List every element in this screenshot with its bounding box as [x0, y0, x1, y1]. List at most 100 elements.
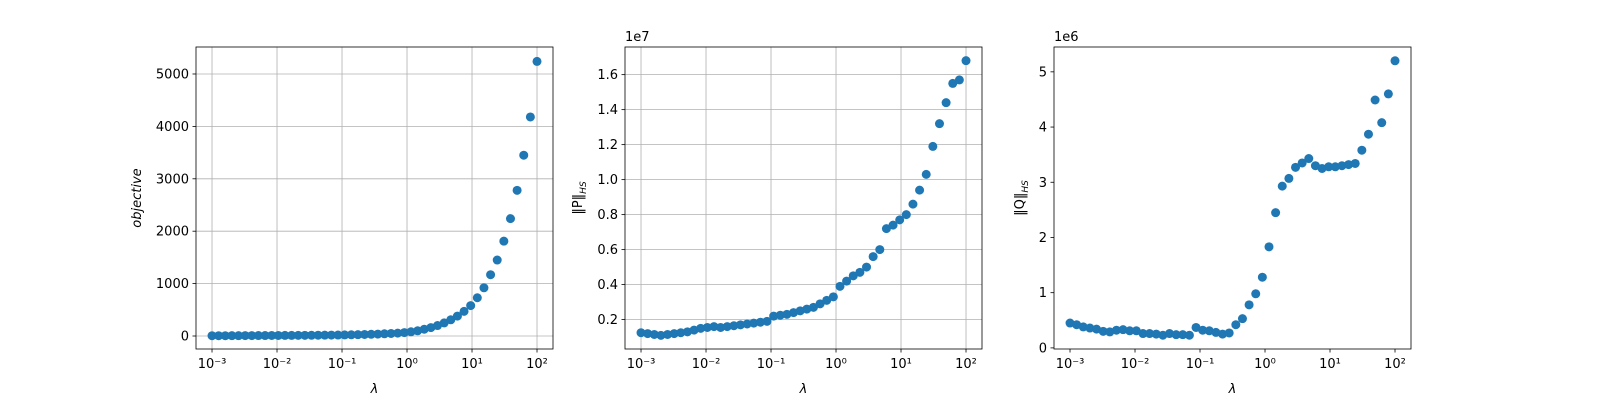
x-tick-label: 10⁻¹: [1186, 357, 1215, 372]
data-point: [1237, 314, 1247, 324]
data-point: [848, 271, 858, 281]
data-point: [240, 331, 250, 341]
y-tick-label: 5: [1039, 65, 1047, 80]
data-point: [1118, 325, 1128, 335]
data-point: [888, 220, 898, 230]
data-point: [736, 320, 746, 330]
data-point: [1151, 329, 1161, 339]
data-point: [1284, 173, 1294, 183]
data-point: [709, 322, 719, 332]
data-point: [379, 329, 389, 339]
data-point: [1337, 161, 1347, 171]
data-point: [247, 331, 257, 341]
data-point: [901, 210, 911, 220]
data-point: [207, 331, 217, 341]
data-point: [1291, 162, 1301, 172]
data-point: [326, 330, 336, 340]
data-point: [828, 292, 838, 302]
x-axis-label: λ: [799, 382, 808, 397]
data-point: [676, 328, 686, 338]
data-point: [1098, 326, 1108, 336]
y-axis-label: ‖Q‖HS: [1013, 180, 1031, 216]
x-tick-label: 10²: [526, 357, 548, 372]
data-point: [307, 330, 317, 340]
data-point: [373, 329, 383, 339]
data-point: [300, 330, 310, 340]
y-tick-label: 3000: [156, 172, 189, 187]
data-point: [1111, 325, 1121, 335]
data-point: [360, 329, 370, 339]
data-point: [742, 319, 752, 329]
x-tick-label: 10⁻³: [198, 357, 227, 372]
x-axis-label: λ: [1228, 382, 1237, 397]
y-axis-label: ‖P‖HS: [571, 181, 589, 215]
y-tick-label: 1.2: [597, 138, 618, 153]
data-point: [1138, 329, 1148, 339]
data-point: [669, 329, 679, 339]
data-point: [1171, 330, 1181, 340]
data-point: [393, 328, 403, 338]
subplot: 10⁻³ 10⁻² 10⁻¹ 10⁰ 10¹ 10² 0.2 0.4 0.6 0.8 1.0 1.2 1…: [571, 30, 983, 397]
axes-frame: [624, 46, 983, 350]
data-point: [855, 267, 865, 277]
data-point: [273, 330, 283, 340]
data-point: [934, 119, 944, 129]
data-point: [862, 262, 872, 272]
data-point: [649, 329, 659, 339]
data-point: [868, 252, 878, 262]
data-point: [954, 75, 964, 85]
data-point: [948, 78, 958, 88]
data-point: [1231, 320, 1241, 330]
data-point: [486, 270, 496, 280]
subplot: 10⁻³ 10⁻² 10⁻¹ 10⁰ 10¹ 10² 0 1000 2000 3000 4000 50…: [130, 46, 554, 397]
y-tick-label: 3: [1039, 176, 1047, 191]
offset-text: 1e7: [625, 30, 650, 45]
data-point: [293, 330, 303, 340]
data-point: [729, 321, 739, 331]
y-tick-label: 0: [181, 330, 189, 345]
data-point: [1277, 181, 1287, 191]
data-point: [915, 185, 925, 195]
data-point: [643, 329, 653, 339]
data-point: [459, 306, 469, 316]
data-point: [775, 310, 785, 320]
data-point: [1145, 329, 1155, 339]
x-tick-label: 10¹: [890, 357, 912, 372]
data-point: [287, 330, 297, 340]
y-tick-label: 1.6: [597, 68, 618, 83]
data-point: [716, 322, 726, 332]
data-point: [815, 299, 825, 309]
data-point: [1244, 300, 1254, 310]
data-point: [512, 185, 522, 195]
x-tick-label: 10¹: [1319, 357, 1341, 372]
data-point: [253, 331, 263, 341]
subplot: 10⁻³ 10⁻² 10⁻¹ 10⁰ 10¹ 10² 0 1 2 3 4 5 λ ‖Q‖HS 1e6: [1013, 30, 1412, 397]
data-point: [1383, 89, 1393, 99]
y-tick-label: 4: [1039, 121, 1047, 136]
data-point: [1165, 329, 1175, 339]
data-point: [353, 330, 363, 340]
data-point: [1218, 329, 1228, 339]
data-point: [220, 331, 230, 341]
data-point: [227, 331, 237, 341]
plot-area: [625, 47, 982, 349]
y-tick-label: 1: [1039, 286, 1047, 301]
data-point: [1350, 158, 1360, 168]
x-axis-label: λ: [370, 382, 379, 397]
data-point: [1078, 322, 1088, 332]
data-point: [755, 317, 765, 327]
data-point: [1377, 118, 1387, 128]
y-axis-label-sub: HS: [579, 181, 589, 194]
data-point: [499, 236, 509, 246]
data-point: [1257, 272, 1267, 282]
data-point: [532, 56, 542, 66]
x-tick-label: 10⁻²: [263, 357, 292, 372]
data-point: [636, 328, 646, 338]
data-point: [320, 330, 330, 340]
y-tick-label: 4000: [156, 120, 189, 135]
data-point: [1324, 162, 1334, 172]
y-tick-label: 0.2: [597, 313, 618, 328]
data-point: [505, 214, 515, 224]
y-tick-label: 2: [1039, 231, 1047, 246]
